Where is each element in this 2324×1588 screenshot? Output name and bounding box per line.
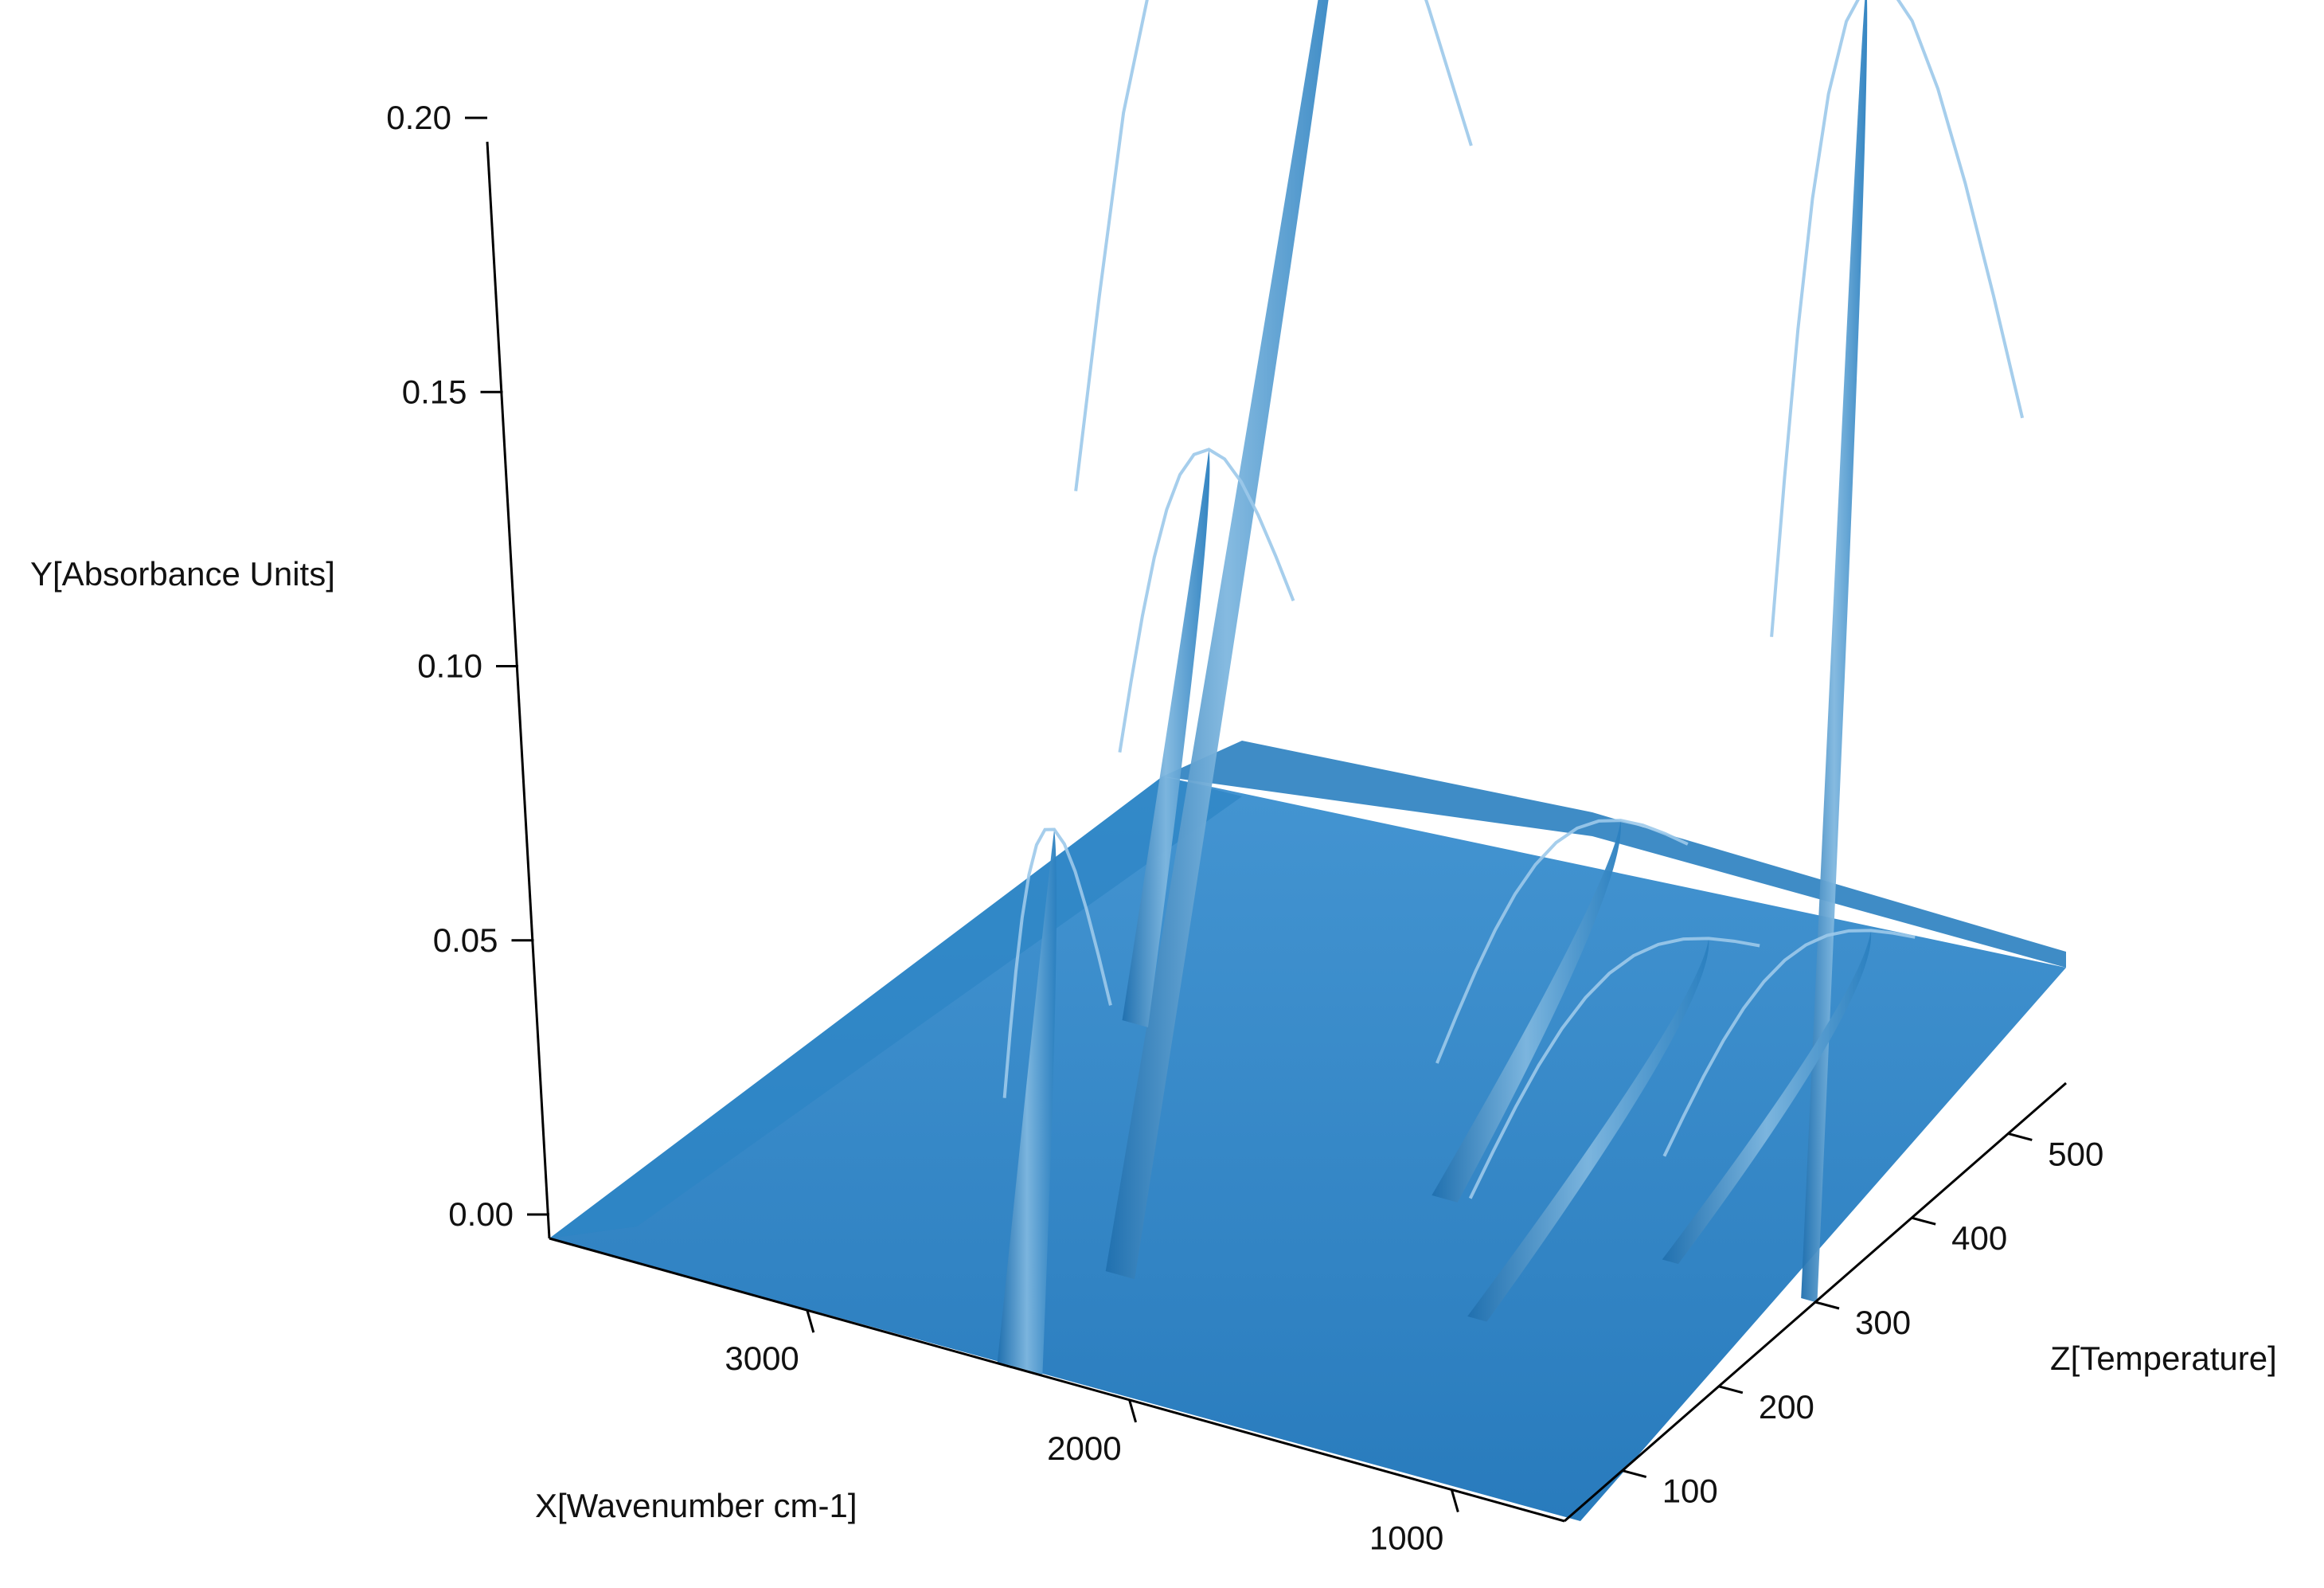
x-tick-0 <box>806 1309 815 1333</box>
x-tick-label-2: 1000 <box>1369 1520 1443 1557</box>
peaks-layer <box>997 0 2025 1376</box>
x-tick-label-0: 3000 <box>725 1340 799 1377</box>
z-tick-label-0: 100 <box>1662 1473 1718 1510</box>
surface-floor-shade <box>549 776 1242 1238</box>
back-ridge <box>1162 741 2066 968</box>
x-axis-title: X[Wavenumber cm-1] <box>535 1487 857 1524</box>
y-tick-label-0: 0.00 <box>448 1195 514 1233</box>
z-tick-label-3: 400 <box>1951 1219 2007 1257</box>
peak-2 <box>1801 0 1868 1303</box>
x-tick-1 <box>1128 1399 1138 1423</box>
z-tick-1 <box>1718 1385 1744 1394</box>
peak-ridge-4 <box>1435 819 1689 1064</box>
y-tick-label-3: 0.15 <box>402 373 467 410</box>
y-tick-label-2: 0.10 <box>417 647 482 685</box>
x-tick-label-1: 2000 <box>1047 1430 1121 1467</box>
z-tick-2 <box>1814 1301 1840 1310</box>
x-tick-2 <box>1450 1489 1459 1512</box>
z-tick-4 <box>2007 1132 2033 1141</box>
y-tick-label-4: 0.20 <box>386 99 451 136</box>
z-tick-label-4: 500 <box>2048 1135 2103 1172</box>
peak-4 <box>1432 820 1621 1203</box>
peak-0 <box>1105 0 1329 1280</box>
peak-3 <box>1122 449 1210 1028</box>
peak-ridge-3 <box>1118 448 1295 753</box>
peak-1 <box>997 829 1057 1376</box>
x-axis <box>549 1237 1565 1523</box>
y-axis-title: Y[Absorbance Units] <box>30 555 335 593</box>
z-tick-label-1: 200 <box>1759 1388 1814 1426</box>
y-ticks: 0.00 0.05 0.10 0.15 0.20 <box>386 99 549 1233</box>
x-ticks: 3000 2000 1000 <box>725 1309 1459 1557</box>
z-tick-label-2: 300 <box>1855 1304 1911 1341</box>
peak-ridge-2 <box>1770 0 2025 637</box>
y-tick-label-1: 0.05 <box>433 921 498 959</box>
peak-ridge-0 <box>1074 0 1473 491</box>
z-ticks: 100 200 300 400 500 <box>1622 1132 2103 1510</box>
peak-ridge-6 <box>1662 929 1916 1157</box>
peak-ridge-1 <box>1002 827 1112 1098</box>
peak-ridge-5 <box>1468 937 1760 1199</box>
z-tick-0 <box>1622 1469 1647 1478</box>
z-axis-title: Z[Temperature] <box>2050 1340 2277 1377</box>
y-axis <box>486 141 551 1239</box>
z-tick-3 <box>1911 1216 1936 1226</box>
